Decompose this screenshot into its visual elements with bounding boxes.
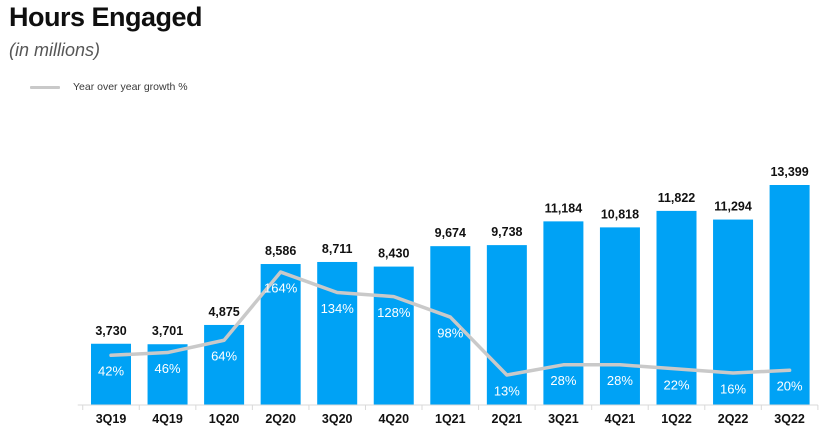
x-tick-label: 1Q22 [661,412,692,426]
x-tick-label: 2Q22 [718,412,749,426]
bar [373,266,414,405]
bar [317,261,358,405]
bar-value-label: 3,730 [95,324,126,338]
bar [713,219,754,405]
legend: Year over year growth % [30,81,188,93]
growth-pct-label: 98% [437,326,463,341]
bar-value-label: 8,430 [378,247,409,261]
growth-line [109,270,792,377]
bar-value-label: 11,184 [545,201,583,215]
growth-pct-label: 42% [98,364,124,379]
x-tick-label: 1Q21 [435,412,466,426]
x-tick-label: 3Q21 [548,412,579,426]
x-tick-label: 4Q19 [152,412,183,426]
x-tick-label: 4Q21 [605,412,636,426]
bar-value-label: 3,701 [152,324,183,338]
bar-value-label: 9,738 [491,225,522,239]
bar [656,210,697,405]
chart-header: Hours Engaged (in millions) [9,2,203,61]
x-tick-label: 1Q20 [209,412,240,426]
x-tick-label: 3Q19 [96,412,127,426]
bar [430,246,471,405]
growth-pct-label: 16% [720,381,746,396]
bar-value-label: 13,399 [770,165,808,179]
bar-value-label: 10,818 [601,207,639,221]
x-tick-label: 2Q20 [265,412,296,426]
growth-pct-label: 20% [777,379,803,394]
x-tick-label: 3Q22 [774,412,805,426]
page-title: Hours Engaged [9,2,203,32]
growth-pct-label: 64% [211,349,237,364]
growth-pct-label: 164% [264,280,298,295]
bar [486,245,527,405]
bar-value-label: 11,294 [714,200,752,214]
growth-pct-label: 128% [377,305,411,320]
growth-pct-label: 22% [663,377,689,392]
growth-pct-label: 13% [494,383,520,398]
legend-label: Year over year growth % [73,81,188,93]
x-tick-label: 3Q20 [322,412,353,426]
bar [599,227,640,405]
x-tick-label: 4Q20 [378,412,409,426]
bar-value-label: 9,674 [435,226,466,240]
bar [204,324,245,405]
growth-pct-label: 28% [550,373,576,388]
chart-subtitle: (in millions) [9,40,101,60]
growth-pct-label: 134% [321,301,355,316]
bar-value-label: 8,586 [265,244,296,258]
bar [769,185,810,405]
bar-value-label: 4,875 [208,305,239,319]
growth-pct-label: 28% [607,373,633,388]
bar-value-label: 11,822 [658,191,696,205]
growth-pct-label: 46% [155,361,181,376]
bar-value-label: 8,711 [322,242,353,256]
x-tick-label: 2Q21 [492,412,523,426]
growth-line-swatch-icon [30,85,60,89]
bar [543,221,584,405]
